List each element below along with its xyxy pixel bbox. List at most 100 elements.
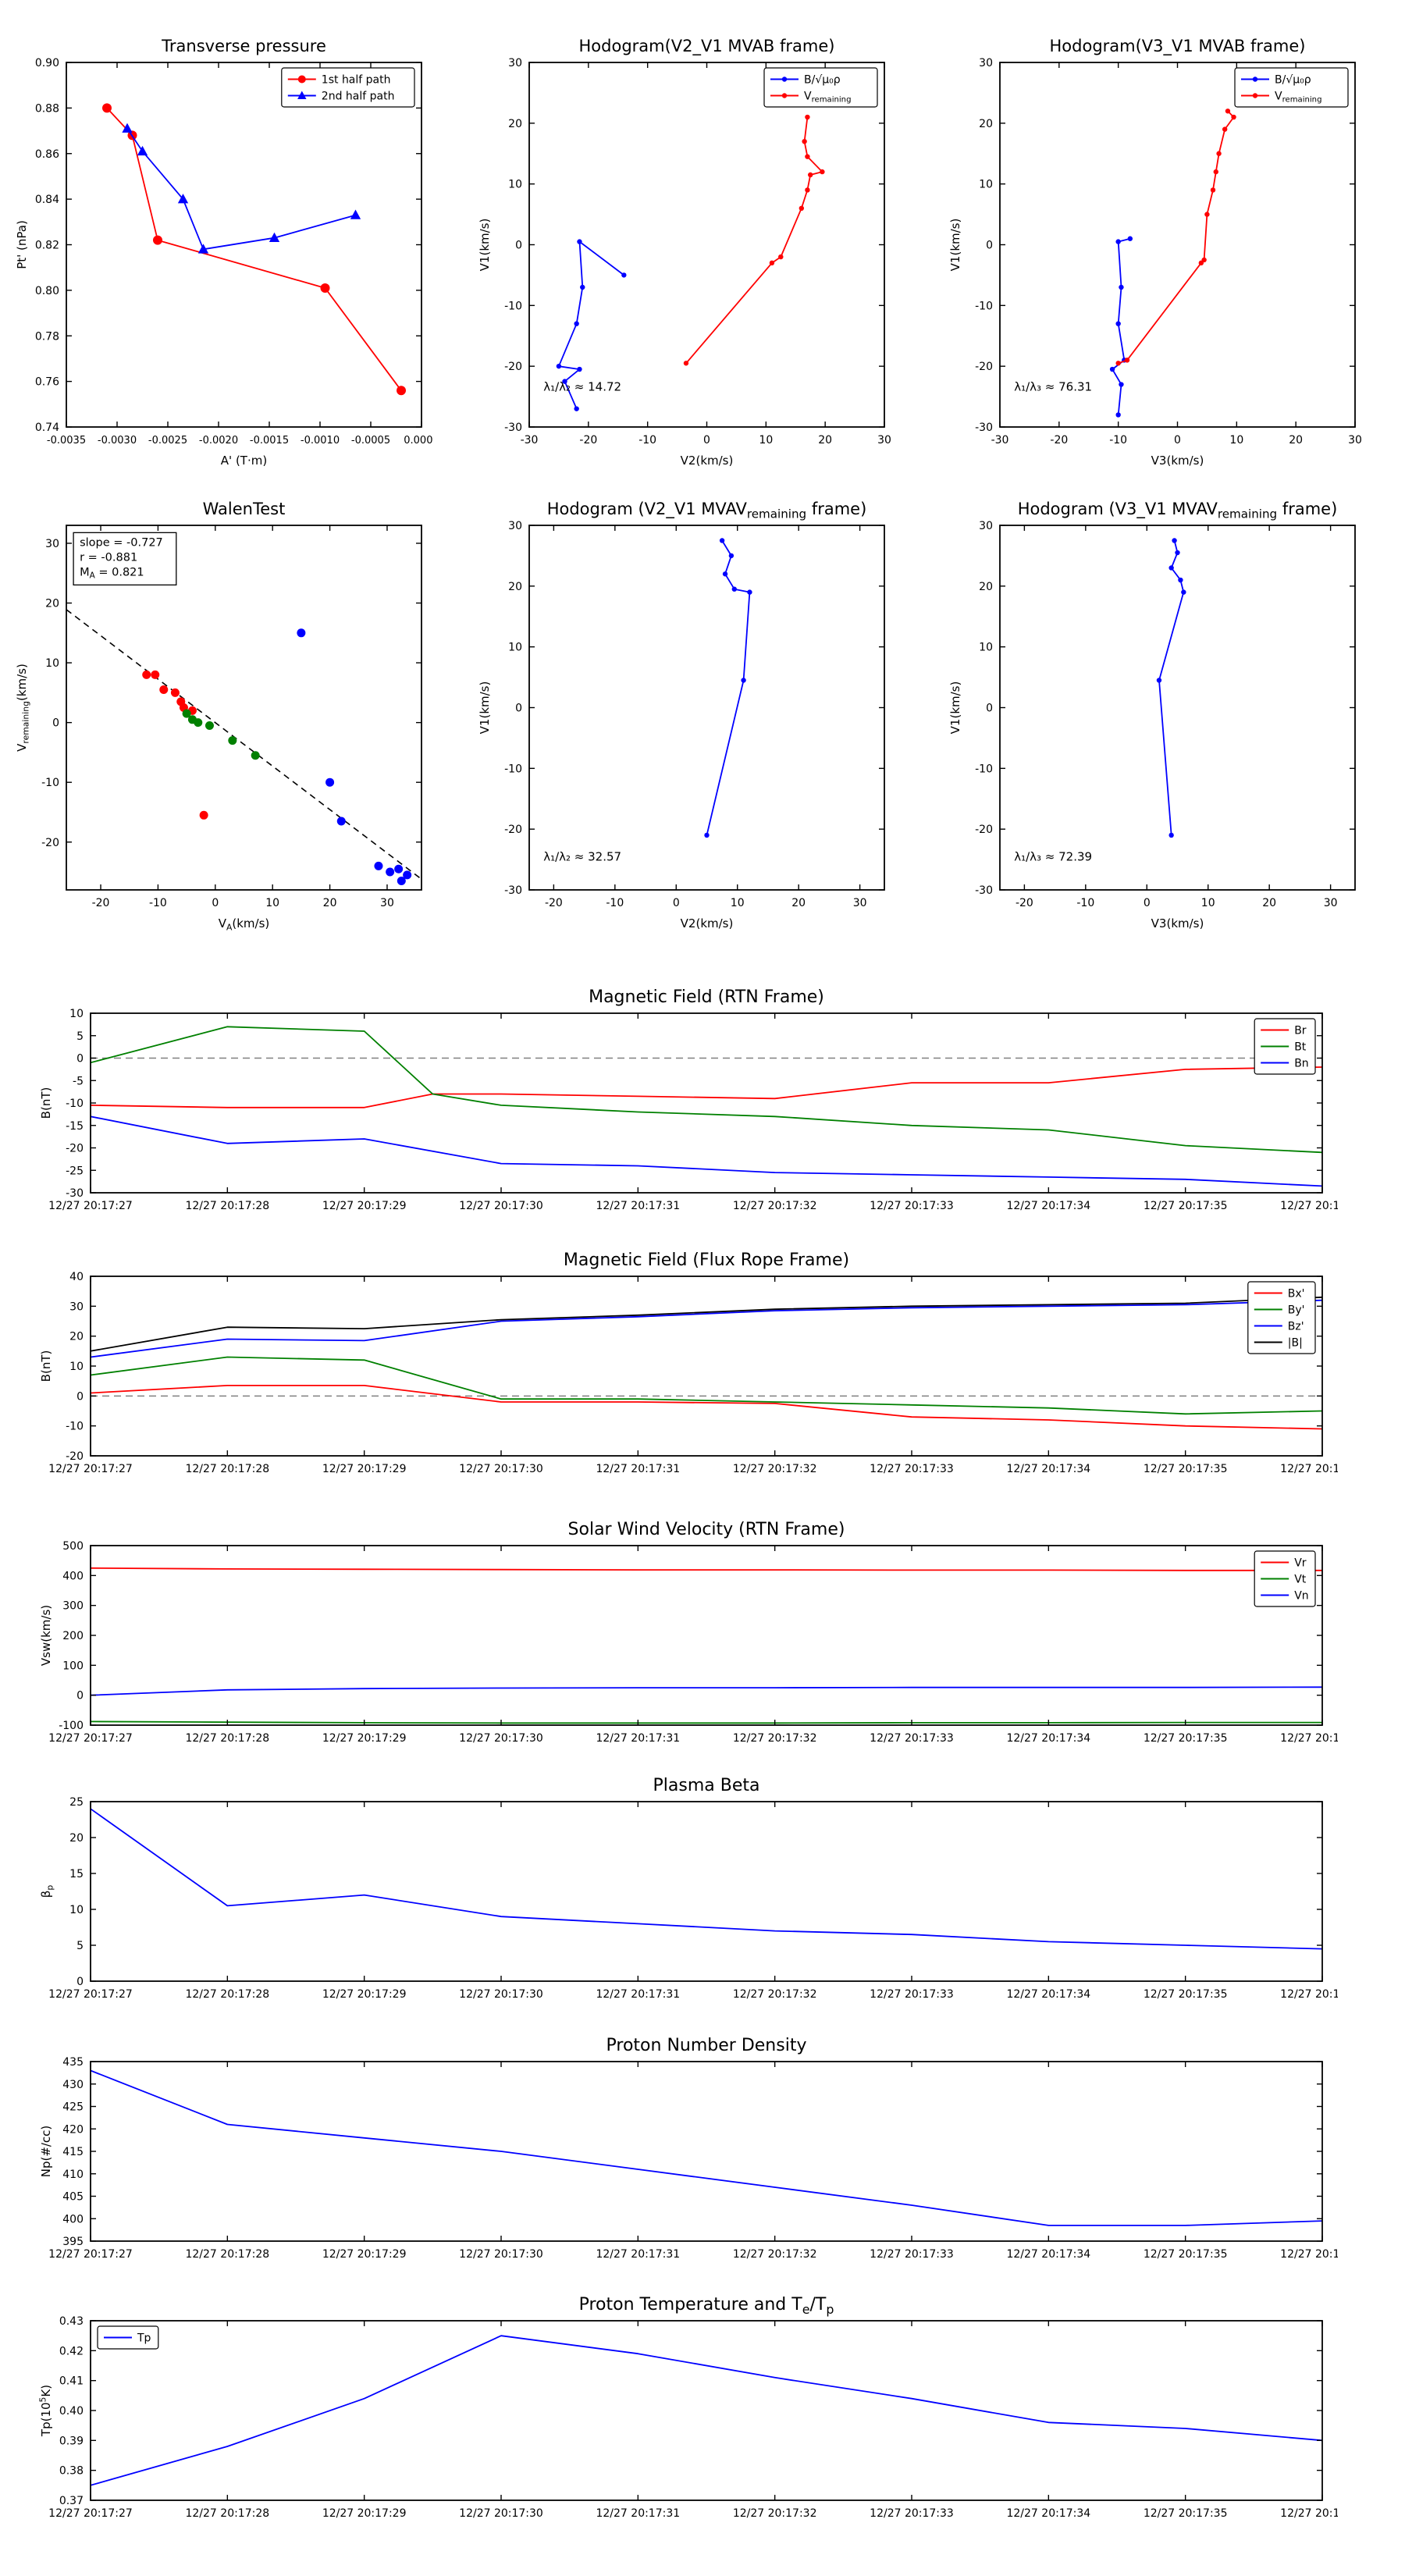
walen-test-stats-line: r = -0.881	[80, 551, 137, 564]
plasma-beta-series-beta_p	[91, 1808, 1322, 1950]
proton-number-density-ytick-label: 430	[62, 2079, 84, 2091]
walen-test-ylabel: Vremaining(km/s)	[15, 664, 30, 752]
transverse-pressure-xtick-label: -0.0025	[148, 435, 187, 447]
hodogram-v2v1-mvab-ytick-label: 10	[508, 179, 522, 191]
magnetic-field-rtn-xtick-label: 12/27 20:17:33	[870, 1200, 954, 1212]
proton-number-density-xtick-label: 12/27 20:17:34	[1006, 2248, 1090, 2261]
proton-temperature-xtick-label: 12/27 20:17:31	[596, 2507, 680, 2520]
magnetic-field-flux-rope-ytick-label: -10	[66, 1421, 84, 1433]
hodogram-v3v1-mvab-series-Vremaining	[1118, 110, 1235, 365]
magnetic-field-flux-rope-xtick-label: 12/27 20:17:30	[459, 1463, 543, 1475]
hodogram-v2v1-mvab-ytick-label: -20	[504, 361, 522, 373]
walen-test-xlabel: VA(km/s)	[219, 916, 270, 932]
hodogram-v3v1-mvav-series-V	[1158, 540, 1185, 835]
magnetic-field-rtn-legend-label: Bn	[1294, 1058, 1308, 1070]
walen-test-fit-line	[66, 609, 422, 880]
magnetic-field-rtn-xtick-label: 12/27 20:17:27	[48, 1200, 133, 1212]
proton-number-density-svg: 12/27 20:17:27 12/27 20:17:28 12/27 20:17:…	[39, 2036, 1364, 2261]
hodogram-v2v1-mvab-xtick-label: -30	[521, 434, 539, 447]
plasma-beta-xtick-label: 12/27 20:17:27	[48, 1988, 133, 2001]
magnetic-field-rtn-legend: Br Bt Bn	[1254, 1018, 1316, 1075]
hodogram-v3v1-mvab-ytick-label: -10	[975, 300, 993, 312]
hodogram-v3v1-mvav-xtick-label: -20	[1016, 897, 1033, 909]
solar-wind-velocity-xtick-label: 12/27 20:17:27	[48, 1732, 133, 1745]
proton-number-density-ytick-label: 395	[62, 2236, 84, 2248]
solar-wind-velocity-ytick-label: 0	[76, 1690, 84, 1703]
hodogram-v2v1-mvav-xtick-label: 30	[853, 897, 867, 909]
hodogram-v2v1-mvav-xtick-label: -20	[545, 897, 563, 909]
transverse-pressure-xtick-label: -0.0030	[98, 435, 137, 447]
walen-test-stats-line: MA = 0.821	[80, 566, 144, 580]
proton-number-density-xtick-label: 12/27 20:17:31	[596, 2248, 680, 2261]
proton-number-density-xtick-label: 12/27 20:17:29	[322, 2248, 407, 2261]
hodogram-v3v1-mvav-svg: -20 -10 0 10 20 30 -30 -20 -10 0 10 20 30 Hodogram (V…	[948, 500, 1356, 930]
transverse-pressure-ytick-label: 0.80	[35, 285, 59, 297]
proton-number-density-xtick-label: 12/27 20:17:28	[185, 2248, 269, 2261]
magnetic-field-rtn-title: Magnetic Field (RTN Frame)	[589, 987, 824, 1007]
magnetic-field-rtn-xtick-label: 12/27 20:17:31	[596, 1200, 680, 1212]
hodogram-v3v1-mvav-xtick-label: 30	[1324, 897, 1338, 909]
proton-number-density-xtick-label: 12/27 20:17:27	[48, 2248, 133, 2261]
transverse-pressure-ytick-label: 0.88	[35, 102, 59, 115]
proton-temperature-ytick-label: 0.40	[59, 2405, 84, 2418]
magnetic-field-flux-rope-xtick-label: 12/27 20:17:31	[596, 1463, 680, 1475]
hodogram-v3v1-mvab-xtick-label: 30	[1348, 434, 1362, 447]
hodogram-v3v1-mvab-annotation: λ₁/λ₃ ≈ 76.31	[1014, 379, 1092, 393]
hodogram-v3v1-mvab-xtick-label: 10	[1229, 434, 1243, 447]
solar-wind-velocity-xtick-label: 12/27 20:17:33	[870, 1732, 954, 1745]
proton-temperature-legend: Tp	[97, 2325, 159, 2350]
magnetic-field-rtn-xtick-label: 12/27 20:17:29	[322, 1200, 407, 1212]
proton-number-density-xtick-label: 12/27 20:17:35	[1144, 2248, 1228, 2261]
magnetic-field-flux-rope-xtick-label: 12/27 20:17:35	[1144, 1463, 1228, 1475]
plasma-beta-xtick-label: 12/27 20:17:36	[1280, 1988, 1338, 2001]
solar-wind-velocity-xtick-label: 12/27 20:17:34	[1006, 1732, 1090, 1745]
walen-test-ytick-label: 10	[45, 657, 59, 670]
proton-number-density-ytick-label: 420	[62, 2123, 84, 2136]
hodogram-v3v1-mvav-ytick-label: 10	[979, 642, 993, 654]
hodogram-v2v1-mvab-legend: B/√μ₀ρ Vremaining	[763, 67, 878, 108]
magnetic-field-rtn-xtick-label: 12/27 20:17:35	[1144, 1200, 1228, 1212]
hodogram-v3v1-mvab-legend: B/√μ₀ρ Vremaining	[1234, 67, 1349, 108]
transverse-pressure-title: Transverse pressure	[161, 37, 326, 55]
walen-test-frame	[66, 525, 422, 891]
chart-hodogram-v3v1-mvav: -20 -10 0 10 20 30 -30 -20 -10 0 10 20 30 Hodogram (V…	[945, 490, 1367, 935]
hodogram-v3v1-mvav-ytick-label: -30	[975, 884, 993, 897]
chart-hodogram-v2v1-mvav: -20 -10 0 10 20 30 -30 -20 -10 0 10 20 30 Hodogram (V…	[475, 490, 896, 935]
hodogram-v3v1-mvav-frame	[999, 525, 1356, 891]
proton-temperature-title: Proton Temperature and Te/Tp	[579, 2295, 834, 2317]
hodogram-v2v1-mvav-xtick-label: 10	[731, 897, 745, 909]
solar-wind-velocity-series-Vn	[91, 1686, 1322, 1696]
hodogram-v2v1-mvab-ytick-label: -30	[504, 422, 522, 434]
proton-temperature-ytick-label: 0.38	[59, 2465, 84, 2478]
hodogram-v3v1-mvab-xtick-label: -10	[1109, 434, 1127, 447]
hodogram-v2v1-mvav-series-V	[706, 540, 751, 836]
transverse-pressure-svg: -0.0035 -0.0030 -0.0025 -0.0020 -0.0015 -0.00…	[15, 37, 439, 468]
hodogram-v3v1-mvab-ytick-label: -20	[975, 361, 993, 373]
chart-proton-temperature: 12/27 20:17:27 12/27 20:17:28 12/27 20:17:…	[36, 2290, 1364, 2530]
hodogram-v3v1-mvab-xlabel: V3(km/s)	[1151, 454, 1204, 468]
hodogram-v2v1-mvav-xtick-label: 20	[791, 897, 806, 909]
plasma-beta-xtick-label: 12/27 20:17:33	[870, 1988, 954, 2001]
plasma-beta-svg: 12/27 20:17:27 12/27 20:17:28 12/27 20:17:…	[39, 1776, 1364, 2001]
hodogram-v2v1-mvab-xtick-label: 10	[759, 434, 773, 447]
plasma-beta-xtick-label: 12/27 20:17:34	[1006, 1988, 1090, 2001]
hodogram-v2v1-mvab-xtick-label: 0	[703, 434, 710, 447]
magnetic-field-rtn-series-Br	[91, 1066, 1322, 1108]
hodogram-v3v1-mvav-annotation: λ₁/λ₃ ≈ 72.39	[1014, 850, 1092, 864]
magnetic-field-flux-rope-legend-label: Bx'	[1288, 1288, 1305, 1300]
magnetic-field-flux-rope-xtick-label: 12/27 20:17:29	[322, 1463, 407, 1475]
magnetic-field-flux-rope-series-By'	[91, 1356, 1322, 1415]
proton-number-density-ytick-label: 425	[62, 2101, 84, 2114]
proton-number-density-xtick-label: 12/27 20:17:36	[1280, 2248, 1338, 2261]
transverse-pressure-xtick-label: -0.0020	[199, 435, 238, 447]
hodogram-v2v1-mvav-plot-area	[704, 538, 752, 838]
proton-temperature-plot-area	[91, 2335, 1322, 2486]
proton-temperature-xtick-label: 12/27 20:17:32	[733, 2507, 817, 2520]
magnetic-field-flux-rope-series-Bz'	[91, 1299, 1322, 1358]
chart-proton-number-density: 12/27 20:17:27 12/27 20:17:28 12/27 20:17:…	[36, 2030, 1364, 2271]
magnetic-field-flux-rope-xtick-label: 12/27 20:17:36	[1280, 1463, 1338, 1475]
solar-wind-velocity-title: Solar Wind Velocity (RTN Frame)	[568, 1520, 845, 1539]
hodogram-v3v1-mvav-ytick-label: -10	[975, 763, 993, 775]
hodogram-v3v1-mvav-ytick-label: 0	[986, 703, 993, 715]
